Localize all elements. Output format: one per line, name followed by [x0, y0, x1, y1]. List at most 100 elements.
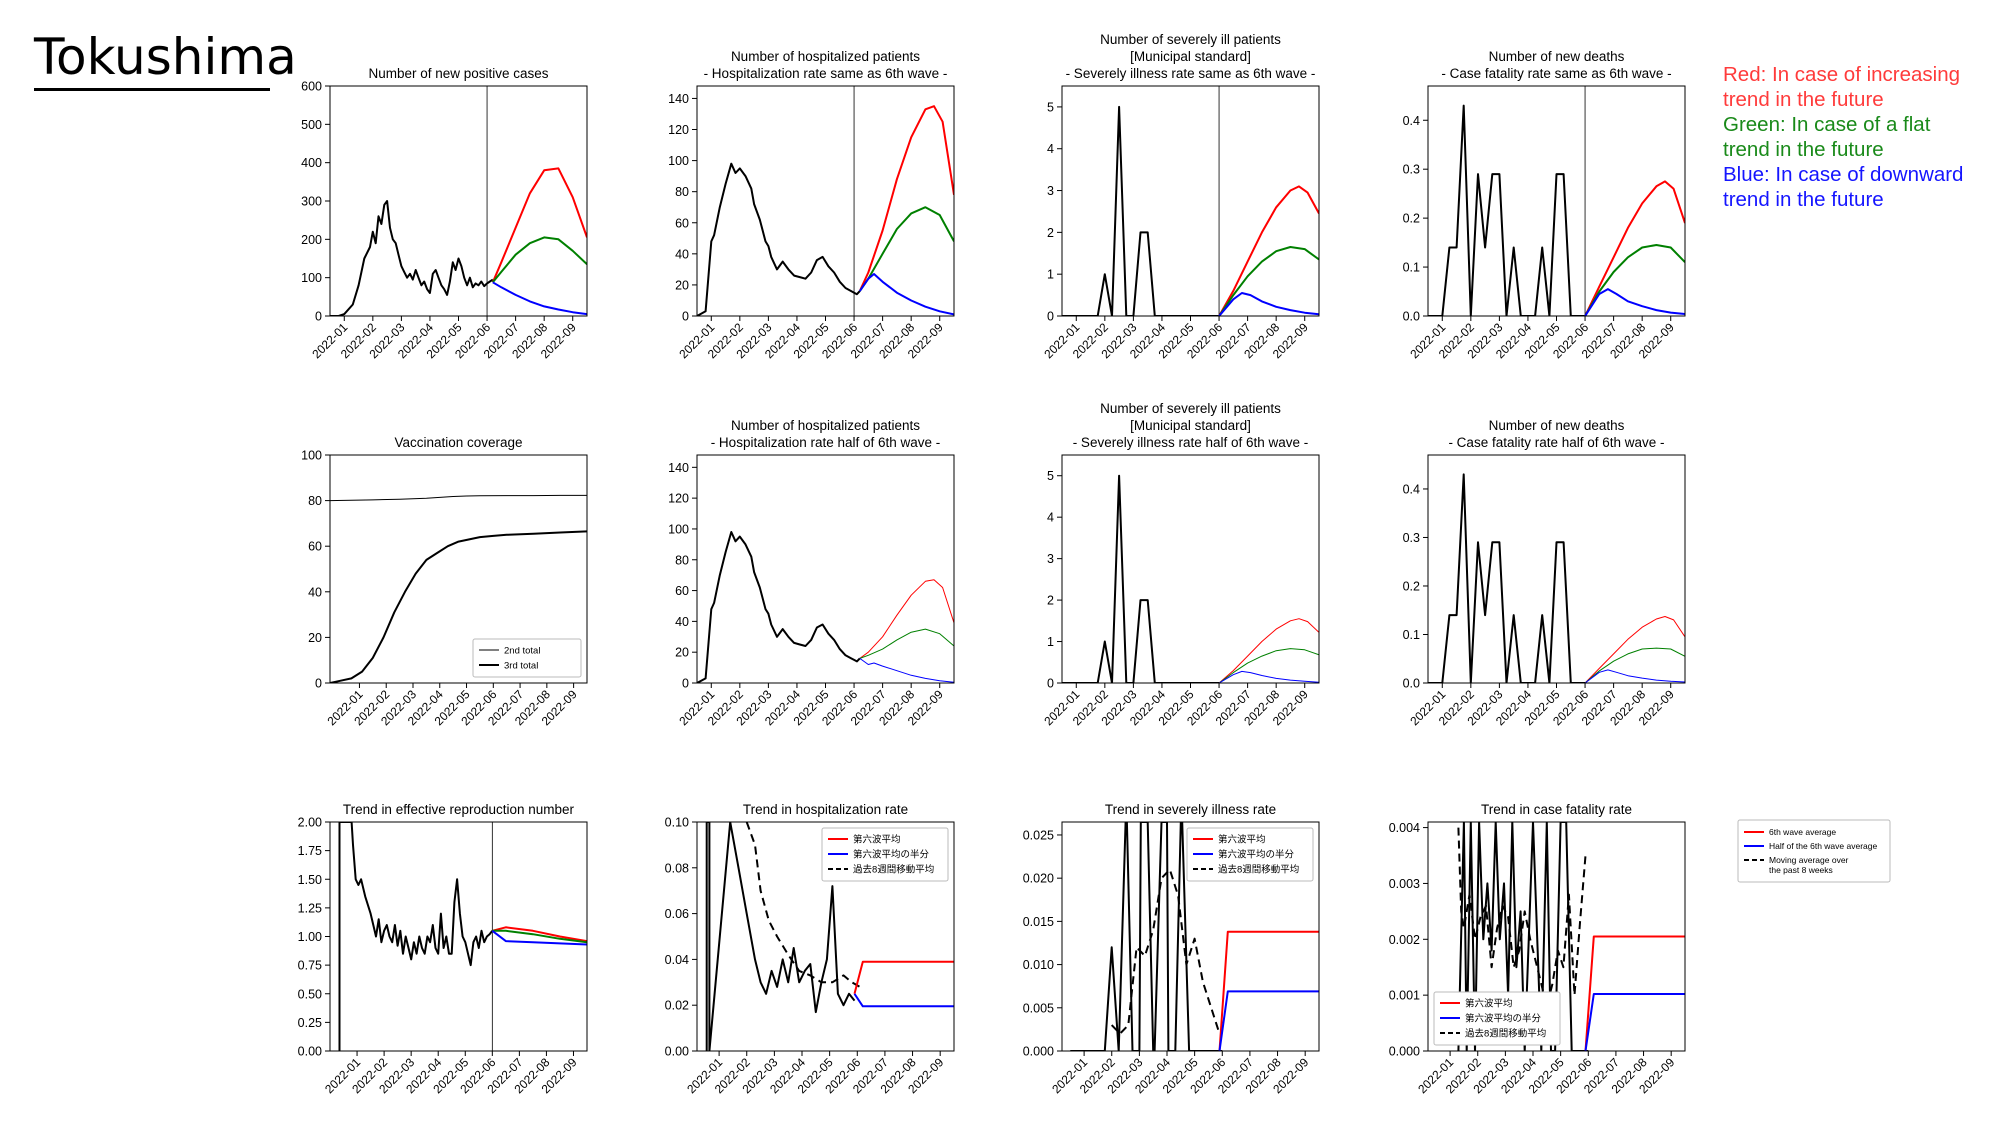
legend-label: 第六波平均の半分 [1218, 849, 1295, 861]
plot-frame [1061, 821, 1320, 1052]
y-tick-label: 0.1 [1403, 628, 1420, 642]
chart-c34: Trend in case fatality rate 0.000 0.001 0.0… [1389, 802, 1686, 1096]
series-flat [1218, 648, 1319, 683]
plot-frame [696, 85, 955, 317]
legend-label: 過去8週間移動平均 [853, 864, 934, 876]
y-tick-label: 3 [1047, 184, 1054, 198]
y-tick-label: 40 [308, 585, 322, 599]
y-tick-label: 0.04 [665, 953, 689, 967]
y-tick-label: 0.001 [1389, 989, 1420, 1003]
legend-label: 3rd total [504, 661, 538, 672]
y-tick-label: 2 [1047, 226, 1054, 240]
series-flat [1218, 246, 1319, 316]
plot-frame [329, 454, 588, 684]
y-tick-label: 0.00 [665, 1045, 689, 1059]
plot-frame [696, 821, 955, 1052]
legend-label: 6th wave average [1769, 827, 1836, 837]
y-tick-label: 0.0 [1403, 677, 1420, 691]
series-flat [492, 929, 587, 944]
series-observed [1457, 827, 1587, 1008]
chart-c24: Number of new deaths - Case fatality rate… [1403, 418, 1686, 728]
y-tick-label: 20 [308, 631, 322, 645]
y-tick-label: 0 [1047, 677, 1054, 691]
y-tick-label: 100 [301, 449, 322, 463]
legend-label: the past 8 weeks [1769, 865, 1833, 875]
y-tick-label: 60 [675, 216, 689, 230]
y-tick-label: 0 [1047, 310, 1054, 324]
series-observed [330, 530, 587, 683]
legend-label: Half of the 6th wave average [1769, 841, 1877, 851]
y-tick-label: 40 [675, 247, 689, 261]
y-tick-label: 60 [308, 540, 322, 554]
y-tick-label: 0.005 [1023, 1001, 1054, 1015]
series-flat [1584, 647, 1685, 683]
y-tick-label: 0.000 [1389, 1045, 1420, 1059]
series-decrease [853, 993, 954, 1008]
chart-c13: Number of severely ill patients [Municipa… [1041, 32, 1320, 361]
y-tick-label: 20 [675, 278, 689, 292]
y-tick-label: 0.02 [665, 999, 689, 1013]
legend-label: 過去8週間移動平均 [1218, 864, 1299, 876]
series-flat [1584, 244, 1685, 316]
series-observed [1070, 822, 1223, 1051]
chart-title: Trend in effective reproduction number [343, 802, 575, 817]
y-tick-label: 0.25 [298, 1016, 322, 1030]
y-tick-label: 0.08 [665, 861, 689, 875]
y-tick-label: 400 [301, 156, 322, 170]
legend-label: 過去8週間移動平均 [1465, 1028, 1546, 1040]
chart-title: - Case fatality rate same as 6th wave - [1441, 66, 1671, 81]
y-tick-label: 500 [301, 118, 322, 132]
y-tick-label: 0.015 [1023, 915, 1054, 929]
y-tick-label: 80 [675, 185, 689, 199]
legend-label: Moving average over [1769, 855, 1849, 865]
chart-c14: Number of new deaths - Case fatality rate… [1403, 49, 1686, 361]
legend-box [1433, 991, 1561, 1046]
y-tick-label: 0.020 [1023, 872, 1054, 886]
chart-title: Vaccination coverage [394, 435, 522, 450]
plot-frame [1427, 821, 1686, 1052]
y-tick-label: 0 [315, 310, 322, 324]
y-tick-label: 100 [668, 154, 689, 168]
legend-label: 第六波平均 [1465, 998, 1513, 1010]
chart-title: Number of hospitalized patients [731, 418, 920, 433]
series-flat [492, 236, 587, 283]
y-tick-label: 40 [675, 615, 689, 629]
series-observed [330, 494, 587, 502]
scenario-legend-green: Green: In case of a flat trend in the fu… [1723, 113, 1931, 161]
y-tick-label: 0.75 [298, 959, 322, 973]
y-tick-label: 0.0 [1403, 310, 1420, 324]
series-increase [1218, 618, 1319, 683]
series-decrease [1584, 288, 1685, 316]
chart-title: Number of hospitalized patients [731, 49, 920, 64]
chart-title: Trend in hospitalization rate [743, 802, 908, 817]
series-decrease [491, 930, 587, 946]
y-tick-label: 0.4 [1403, 482, 1420, 496]
y-tick-label: 1 [1047, 635, 1054, 649]
chart-title: Trend in severely illness rate [1105, 802, 1276, 817]
scenario-legend-blue: Blue: In case of downward trend in the f… [1723, 163, 1964, 211]
series-flat [859, 628, 954, 659]
y-tick-label: 200 [301, 233, 322, 247]
plot-frame [329, 85, 588, 317]
series-decrease [1584, 993, 1685, 1051]
legend-label: 2nd total [504, 646, 540, 657]
chart-title: - Case fatality rate half of 6th wave - [1448, 435, 1664, 450]
series-decrease [1584, 669, 1685, 683]
legend-label: 第六波平均の半分 [1465, 1013, 1542, 1025]
series-observed [338, 822, 494, 1051]
series-observed [1428, 473, 1586, 683]
y-tick-label: 0 [315, 677, 322, 691]
chart-title: [Municipal standard] [1130, 418, 1251, 433]
series-observed [1062, 474, 1220, 683]
y-tick-label: 0.000 [1023, 1045, 1054, 1059]
chart-c21: Vaccination coverage0204060801002022-012… [301, 435, 588, 728]
bottom-legend: 6th wave average Half of the 6th wave ave… [1737, 819, 1891, 883]
y-tick-label: 1.25 [298, 901, 322, 915]
chart-c23: Number of severely ill patients [Municipa… [1041, 401, 1320, 728]
legend-label: 第六波平均 [853, 834, 901, 846]
y-tick-label: 1.00 [298, 930, 322, 944]
chart-c12: Number of hospitalized patients - Hospita… [668, 49, 955, 361]
legend-box [1186, 827, 1314, 882]
y-tick-label: 120 [668, 492, 689, 506]
